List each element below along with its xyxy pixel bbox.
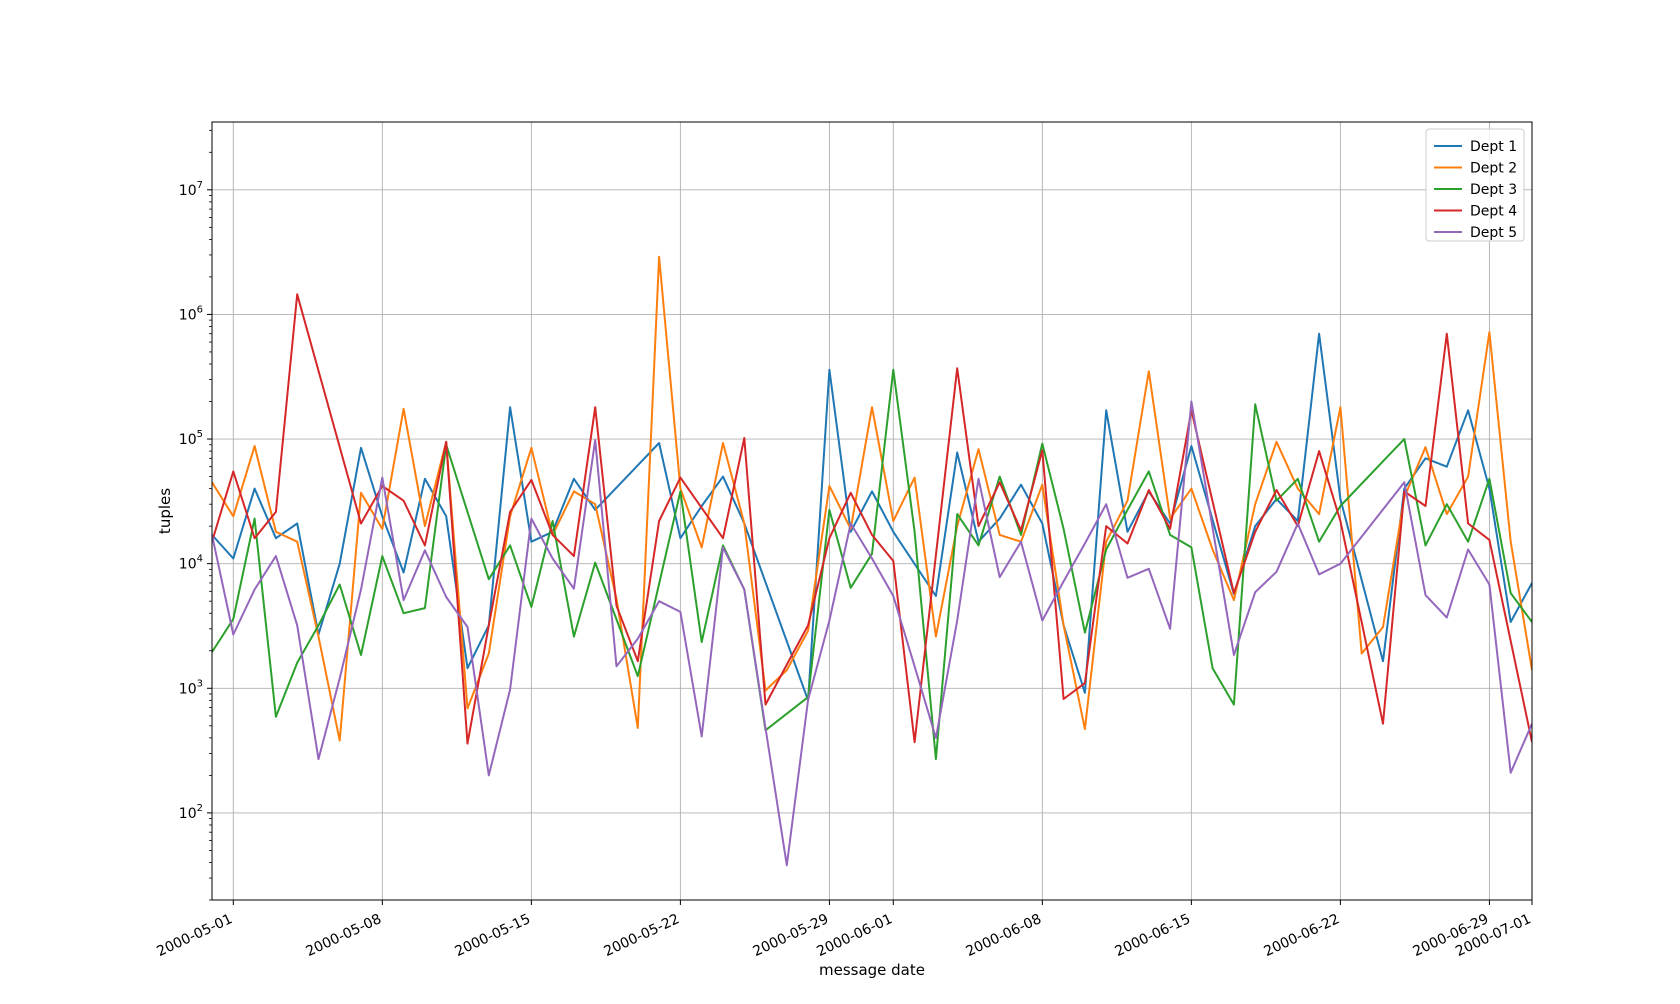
y-tick-base: 10 bbox=[179, 557, 197, 573]
y-tick-exponent: 3 bbox=[197, 678, 203, 689]
y-tick-label: 107 bbox=[179, 180, 203, 199]
series-line-dept-2 bbox=[212, 255, 1532, 742]
series-line-dept-3 bbox=[212, 368, 1532, 761]
legend-box bbox=[1425, 128, 1525, 242]
y-tick-base: 10 bbox=[179, 307, 197, 323]
y-tick-base: 10 bbox=[179, 806, 197, 822]
legend-label: Dept 2 bbox=[1470, 161, 1517, 177]
legend-label: Dept 5 bbox=[1470, 225, 1517, 241]
y-tick-base: 10 bbox=[179, 183, 197, 199]
series-line-dept-4 bbox=[212, 293, 1532, 745]
y-tick-label: 105 bbox=[179, 429, 203, 448]
series-lines bbox=[212, 255, 1532, 867]
y-tick-exponent: 5 bbox=[197, 429, 203, 440]
y-tick-exponent: 2 bbox=[197, 803, 203, 814]
legend-label: Dept 3 bbox=[1470, 182, 1517, 198]
y-tick-base: 10 bbox=[179, 681, 197, 697]
y-tick-label: 106 bbox=[179, 304, 203, 323]
legend: Dept 1 Dept 2 Dept 3 Dept 4 Dept 5 bbox=[1425, 128, 1525, 242]
plot-frame bbox=[211, 121, 1533, 901]
y-tick-exponent: 6 bbox=[197, 304, 203, 315]
y-tick-exponent: 4 bbox=[197, 554, 203, 565]
y-tick-label: 104 bbox=[179, 554, 203, 573]
y-tick-exponent: 7 bbox=[197, 180, 203, 191]
series-line-dept-5 bbox=[212, 400, 1532, 867]
y-tick-label: 103 bbox=[179, 678, 203, 697]
y-tick-base: 10 bbox=[179, 432, 197, 448]
legend-label: Dept 1 bbox=[1470, 139, 1517, 155]
series-line-dept-1 bbox=[212, 332, 1532, 702]
legend-label: Dept 4 bbox=[1470, 204, 1517, 220]
x-axis-label: message date bbox=[819, 961, 925, 979]
y-tick-label: 102 bbox=[179, 803, 203, 822]
y-axis-label: tuples bbox=[156, 488, 174, 534]
